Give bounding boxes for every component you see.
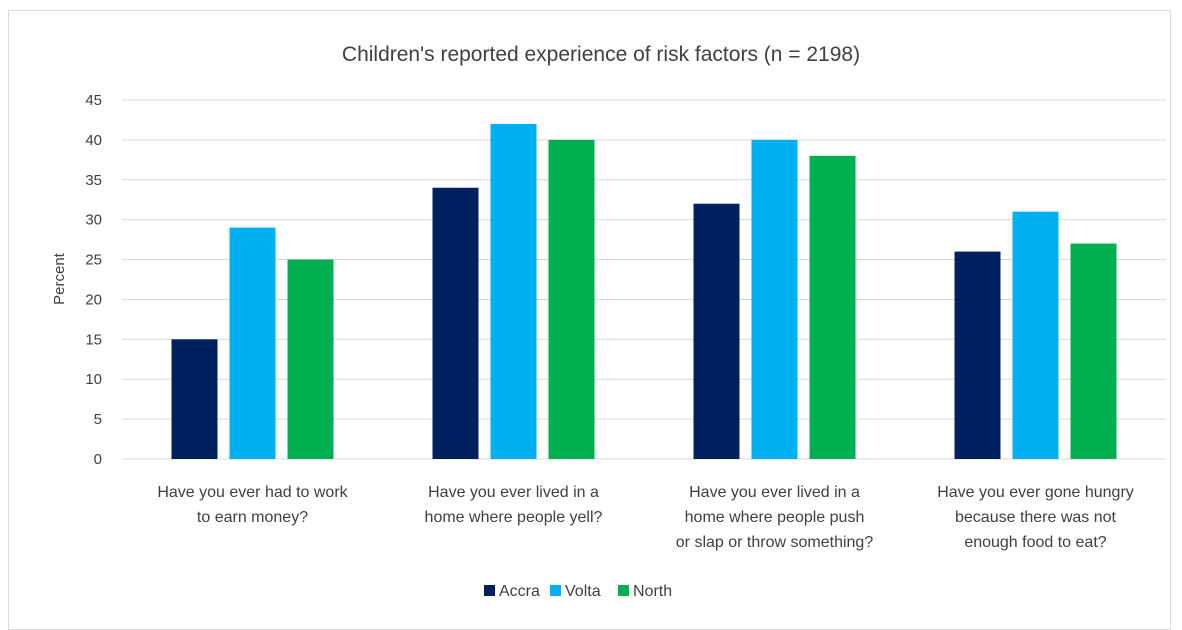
bar-volta-4 — [1012, 211, 1059, 459]
bar-volta-2 — [490, 123, 537, 459]
legend: Accra Volta North — [484, 583, 672, 600]
category-label-line: Have you ever had to work — [157, 484, 348, 501]
category-label-line: home where people yell? — [425, 509, 603, 526]
category-label-line: enough food to eat? — [964, 534, 1106, 551]
bars — [171, 123, 1117, 459]
bar-accra-3 — [693, 203, 740, 459]
bar-north-3 — [809, 155, 856, 459]
category-label: Have you ever lived in a home where peopl… — [676, 484, 874, 551]
bar-accra-1 — [171, 339, 218, 459]
y-tick-label: 0 — [94, 451, 102, 468]
legend-label-volta: Volta — [565, 583, 601, 600]
legend-swatch-accra — [484, 585, 495, 596]
bar-north-4 — [1070, 243, 1117, 459]
legend-swatch-north — [618, 585, 629, 596]
bar-volta-3 — [751, 139, 798, 459]
y-axis-label: Percent — [51, 252, 68, 305]
y-tick-label: 5 — [94, 411, 102, 428]
category-label-line: home where people push — [685, 509, 865, 526]
category-label-line: Have you ever lived in a — [689, 484, 860, 501]
bar-accra-4 — [954, 251, 1001, 459]
category-label-line: to earn money? — [197, 509, 308, 526]
y-tick-label: 10 — [85, 371, 102, 388]
y-axis-ticks: 0 5 10 15 20 25 30 35 40 45 — [85, 92, 102, 468]
category-label: Have you ever gone hungry because there w… — [937, 484, 1134, 551]
bar-volta-1 — [229, 227, 276, 459]
y-tick-label: 25 — [85, 252, 102, 269]
category-label: Have you ever had to work to earn money? — [157, 484, 348, 526]
category-label-line: or slap or throw something? — [676, 534, 874, 551]
category-label: Have you ever lived in a home where peopl… — [425, 484, 603, 526]
legend-label-accra: Accra — [499, 583, 540, 600]
y-tick-label: 40 — [85, 132, 102, 149]
bar-north-2 — [548, 139, 595, 459]
y-tick-label: 30 — [85, 212, 102, 229]
y-tick-label: 45 — [85, 92, 102, 109]
category-labels: Have you ever had to work to earn money?H… — [157, 484, 1133, 551]
category-label-line: Have you ever gone hungry — [937, 484, 1134, 501]
legend-label-north: North — [633, 583, 672, 600]
chart-title: Children's reported experience of risk f… — [342, 43, 860, 66]
bar-north-1 — [287, 259, 334, 459]
legend-swatch-volta — [550, 585, 561, 596]
gridlines — [122, 99, 1166, 460]
y-tick-label: 15 — [85, 331, 102, 348]
bar-accra-2 — [432, 187, 479, 459]
y-tick-label: 20 — [85, 291, 102, 308]
y-tick-label: 35 — [85, 172, 102, 189]
category-label-line: Have you ever lived in a — [428, 484, 599, 501]
category-label-line: because there was not — [955, 509, 1117, 526]
